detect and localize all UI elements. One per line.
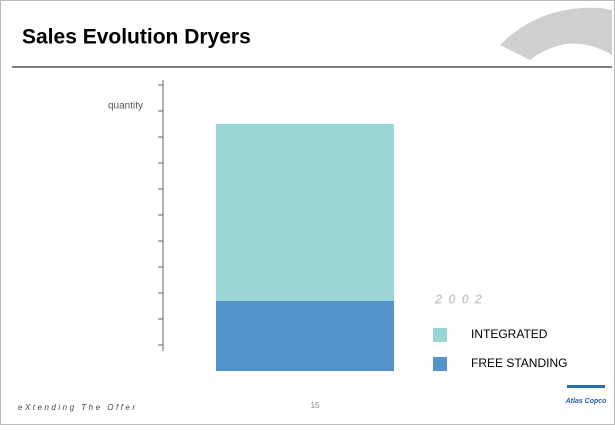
bar-segment [216, 124, 394, 301]
slide-title: Sales Evolution Dryers [22, 26, 251, 49]
legend-swatch [433, 357, 447, 371]
header-graphic [500, 7, 612, 60]
legend-swatch [433, 328, 447, 342]
legend-label: INTEGRATED [471, 327, 548, 341]
logo-stripe [567, 385, 605, 388]
y-axis-label: quantity [108, 101, 143, 112]
logo-box [567, 385, 605, 411]
bar-segment [216, 300, 394, 371]
legend-label: FREE STANDING [471, 356, 567, 370]
legend-title: 2002 [434, 291, 488, 306]
page-number: 15 [311, 401, 320, 410]
logo: Atlas Copco [565, 398, 608, 405]
footer-tagline: eXtending The Offer [18, 403, 138, 412]
